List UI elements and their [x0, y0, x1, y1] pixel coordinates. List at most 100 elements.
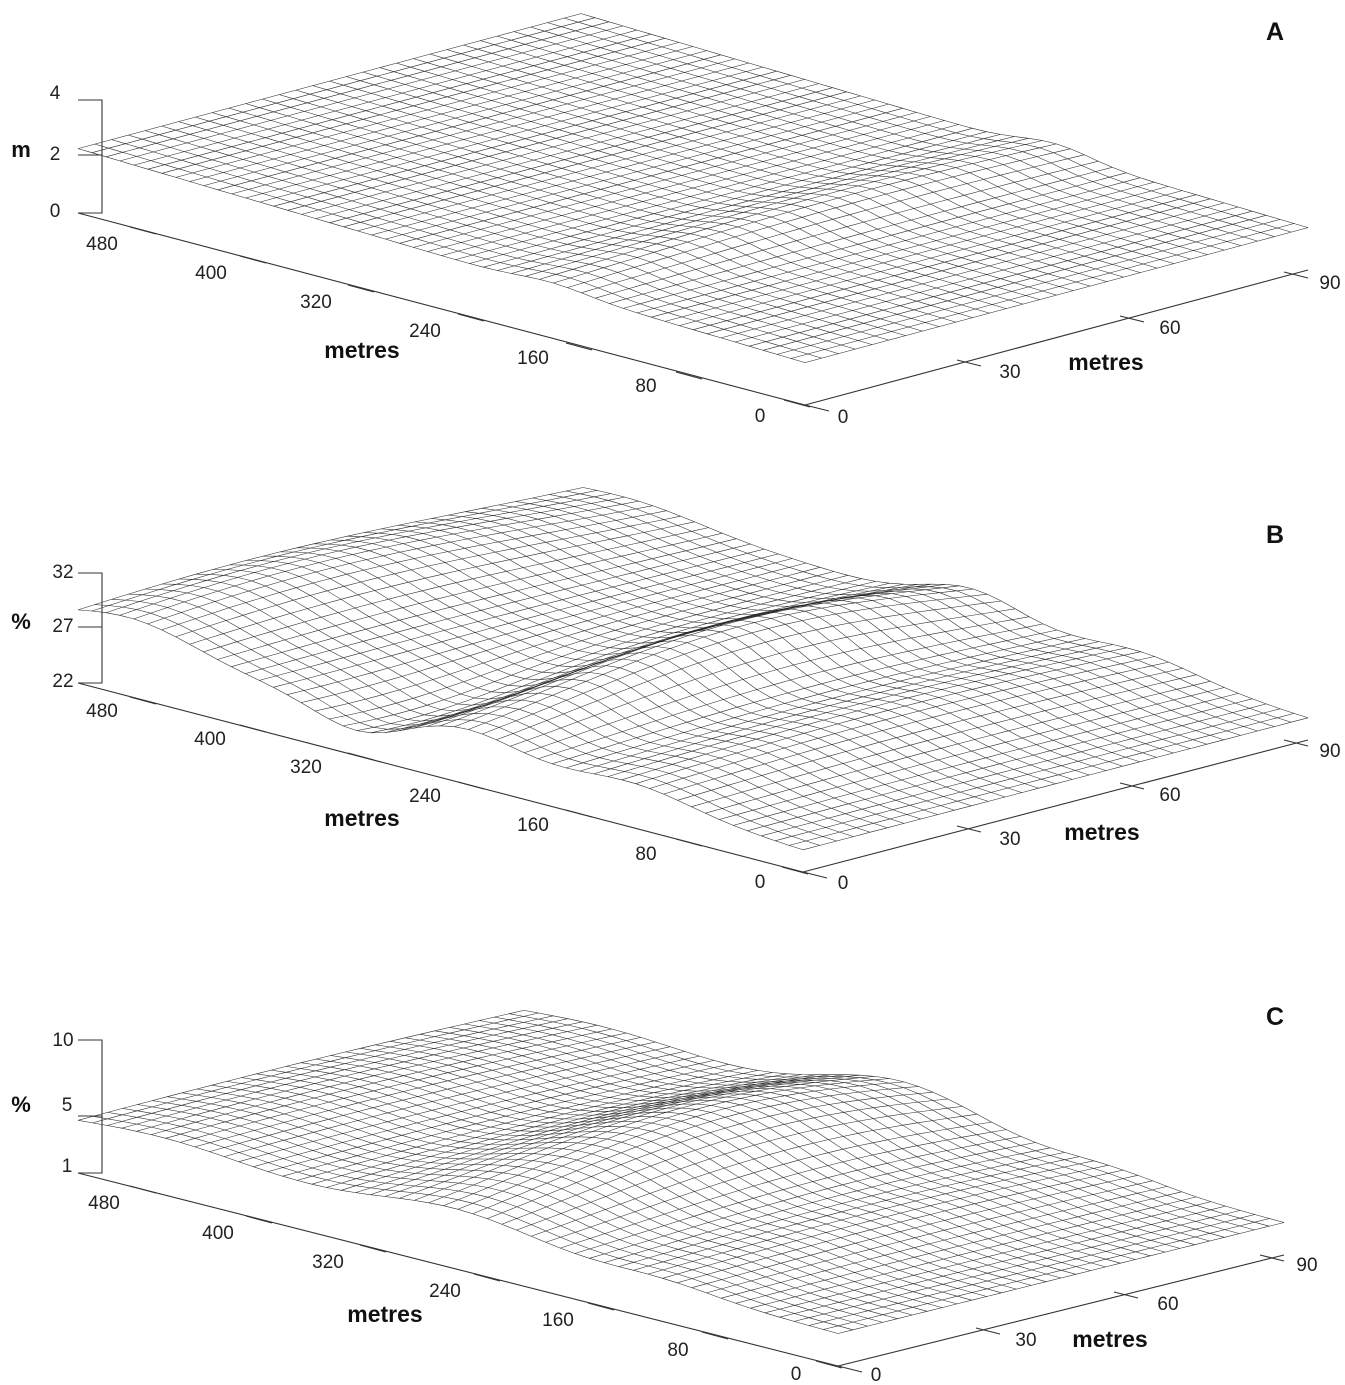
x-tick-mark: [473, 1273, 501, 1282]
mesh-line-along-y: [501, 1098, 948, 1225]
mesh-line-along-x: [481, 508, 1208, 745]
panel-a-x-tick-label: 400: [195, 263, 227, 284]
panel-a-x-ticks: [129, 226, 811, 408]
panel-b-x-tick-label: 80: [635, 844, 656, 865]
panel-c-z-tick-label: 1: [62, 1156, 73, 1177]
x-tick-mark: [565, 809, 593, 818]
mesh-line-along-x: [464, 1023, 1225, 1238]
x-tick-mark: [129, 696, 157, 705]
mesh-line-along-y: [735, 206, 1239, 343]
mesh-line-along-y: [837, 1222, 1285, 1334]
mesh-line-along-x: [313, 543, 1039, 789]
mesh-line-along-y: [693, 194, 1197, 330]
mesh-line-along-y: [511, 136, 1015, 274]
mesh-line-along-y: [217, 54, 721, 191]
mesh-line-along-y: [579, 638, 1085, 772]
mesh-line-along-y: [273, 70, 777, 207]
mesh-line-along-y: [77, 1010, 525, 1121]
mesh-line-along-y: [633, 1156, 1080, 1271]
mesh-line-along-y: [105, 21, 610, 158]
panel-a-y-tick-label: 90: [1319, 273, 1340, 294]
panel-a-y-ticks: [804, 271, 1309, 412]
mesh-line-along-y: [370, 1074, 817, 1195]
mesh-line-along-y: [516, 1106, 963, 1231]
mesh-line-along-y: [161, 510, 667, 631]
mesh-line-along-x: [405, 1037, 1166, 1253]
mesh-line-along-y: [119, 496, 625, 616]
panel-b-mesh: [77, 487, 1309, 851]
mesh-line-along-y: [607, 644, 1113, 777]
panel-b-y-axis-title: metres: [1064, 819, 1139, 845]
mesh-line-along-y: [92, 1012, 539, 1124]
mesh-line-along-y: [175, 515, 681, 638]
mesh-line-along-x: [196, 1088, 957, 1305]
mesh-line-along-y: [589, 1142, 1036, 1259]
mesh-line-along-x: [178, 578, 905, 824]
mesh-line-along-y: [356, 578, 862, 731]
mesh-line-along-y: [161, 38, 665, 174]
mesh-line-along-y: [151, 1024, 598, 1135]
mesh-line-along-y: [370, 581, 876, 734]
y-tick-mark: [975, 1327, 1001, 1335]
mesh-line-along-y: [314, 567, 821, 712]
mesh-line-along-y: [706, 1180, 1153, 1294]
mesh-line-along-y: [804, 227, 1309, 363]
panel-c-x-tick-label: 480: [88, 1193, 120, 1214]
panel-b-y-tick-label: 90: [1319, 741, 1340, 762]
panel-a-y-tick-label: 30: [999, 362, 1020, 383]
mesh-line-along-y: [472, 1086, 919, 1214]
mesh-line-along-y: [107, 1015, 554, 1126]
mesh-line-along-y: [735, 1191, 1182, 1304]
panel-b-x-tick-label: 240: [409, 786, 441, 807]
panel-a-y-tick-label: 60: [1159, 318, 1180, 339]
mesh-line-along-y: [705, 680, 1211, 814]
mesh-line-along-x: [167, 1096, 928, 1312]
panel-a-x-tick-label: 240: [409, 321, 441, 342]
panel-b-x-tick-label: 480: [86, 701, 118, 722]
mesh-line-along-y: [677, 1169, 1124, 1284]
panel-c: C % 10 5 1 480 400 320 240 160 80 0 metr…: [11, 1003, 1317, 1385]
mesh-line-along-y: [721, 1186, 1168, 1299]
mesh-line-along-y: [560, 1129, 1007, 1249]
mesh-line-along-y: [808, 1214, 1255, 1326]
x-tick-mark: [587, 1302, 615, 1311]
y-tick-mark: [1259, 1254, 1285, 1262]
x-tick-mark: [129, 1185, 157, 1194]
panel-b-z-tick-label: 27: [52, 616, 73, 637]
mesh-line-along-y: [399, 1074, 846, 1199]
mesh-line-along-y: [329, 87, 833, 223]
x-tick-mark: [815, 1360, 843, 1369]
mesh-line-along-y: [761, 703, 1267, 837]
y-tick-mark: [1119, 315, 1145, 323]
mesh-line-along-y: [482, 593, 988, 735]
mesh-line-along-y: [789, 713, 1295, 846]
panel-b-z-tick-label: 22: [52, 671, 73, 692]
mesh-line-along-y: [677, 668, 1183, 801]
mesh-line-along-y: [209, 1041, 656, 1152]
x-tick-mark: [129, 226, 157, 235]
panel-c-z-tick-label: 10: [52, 1030, 73, 1051]
x-tick-mark: [701, 1331, 729, 1340]
mesh-line-along-y: [384, 582, 890, 733]
x-tick-mark: [347, 752, 375, 761]
x-tick-mark: [457, 781, 485, 790]
panel-b-x-tick-label: 160: [517, 815, 549, 836]
x-tick-mark: [783, 399, 811, 408]
mesh-line-along-y: [538, 623, 1044, 760]
mesh-line-along-y: [776, 219, 1281, 355]
mesh-line-along-y: [231, 58, 735, 195]
mesh-line-along-y: [77, 13, 582, 149]
panel-a-y-tick-label: 0: [838, 407, 849, 428]
panel-b-y-tick-label: 60: [1159, 785, 1180, 806]
mesh-line-along-y: [747, 698, 1253, 832]
mesh-line-along-y: [326, 1072, 773, 1188]
panel-b-z-unit: %: [11, 609, 31, 634]
panel-b-y-ticks: [802, 739, 1309, 879]
mesh-line-along-y: [662, 1164, 1109, 1279]
mesh-line-along-y: [691, 1175, 1138, 1288]
panel-c-y-tick-label: 30: [1015, 1330, 1036, 1351]
panel-b-x-tick-label: 320: [290, 757, 322, 778]
mesh-line-along-y: [203, 527, 709, 653]
mesh-line-along-y: [231, 538, 737, 667]
mesh-line-along-y: [194, 1037, 641, 1148]
